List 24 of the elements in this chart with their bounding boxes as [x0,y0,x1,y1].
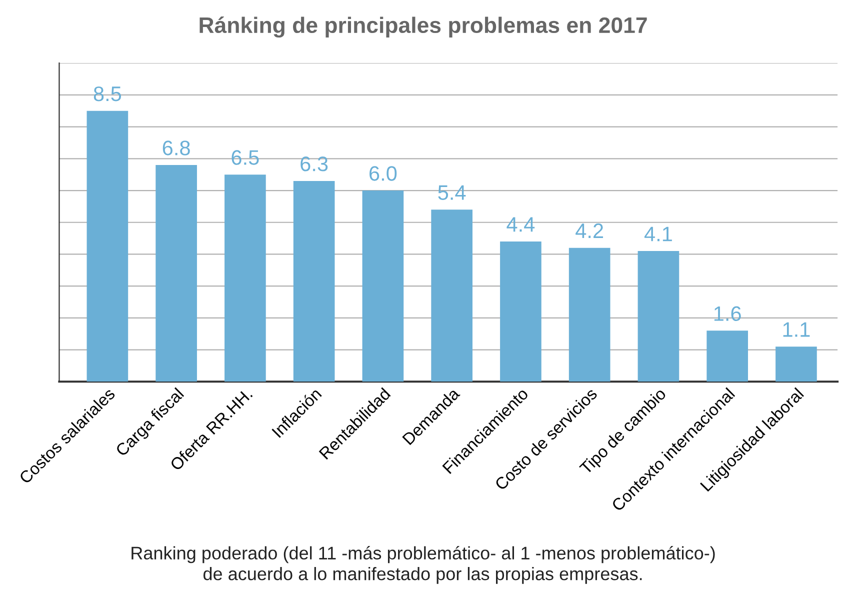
bar [86,110,128,382]
data-label: 6.3 [300,156,328,172]
data-label: 4.2 [576,223,604,238]
data-label: 1.6 [714,306,741,321]
data-label: 6.5 [232,150,259,165]
bar [362,190,404,382]
bar [156,165,197,382]
bar [568,248,610,382]
bar [638,251,680,382]
data-label: 4.1 [644,226,672,242]
bar [431,210,472,382]
data-label: 5.4 [438,185,466,200]
bar [224,174,266,382]
bar [706,330,748,382]
text: Ranking poderado (del 11 -más problemático- al 1 -menos problemático-) de acuerdo a lo manifestado por las propias empresas. [132,546,715,584]
bar [293,180,335,382]
data-label: 8.5 [94,86,122,102]
data-label: 6.0 [370,166,397,181]
data-label: 4.4 [506,217,535,232]
bar [500,241,542,382]
data-label: 1.1 [783,322,810,337]
data-label: 6.8 [162,140,190,156]
bar [776,346,817,382]
chart-title: Ránking de principales problemas en 2017 [200,16,647,38]
